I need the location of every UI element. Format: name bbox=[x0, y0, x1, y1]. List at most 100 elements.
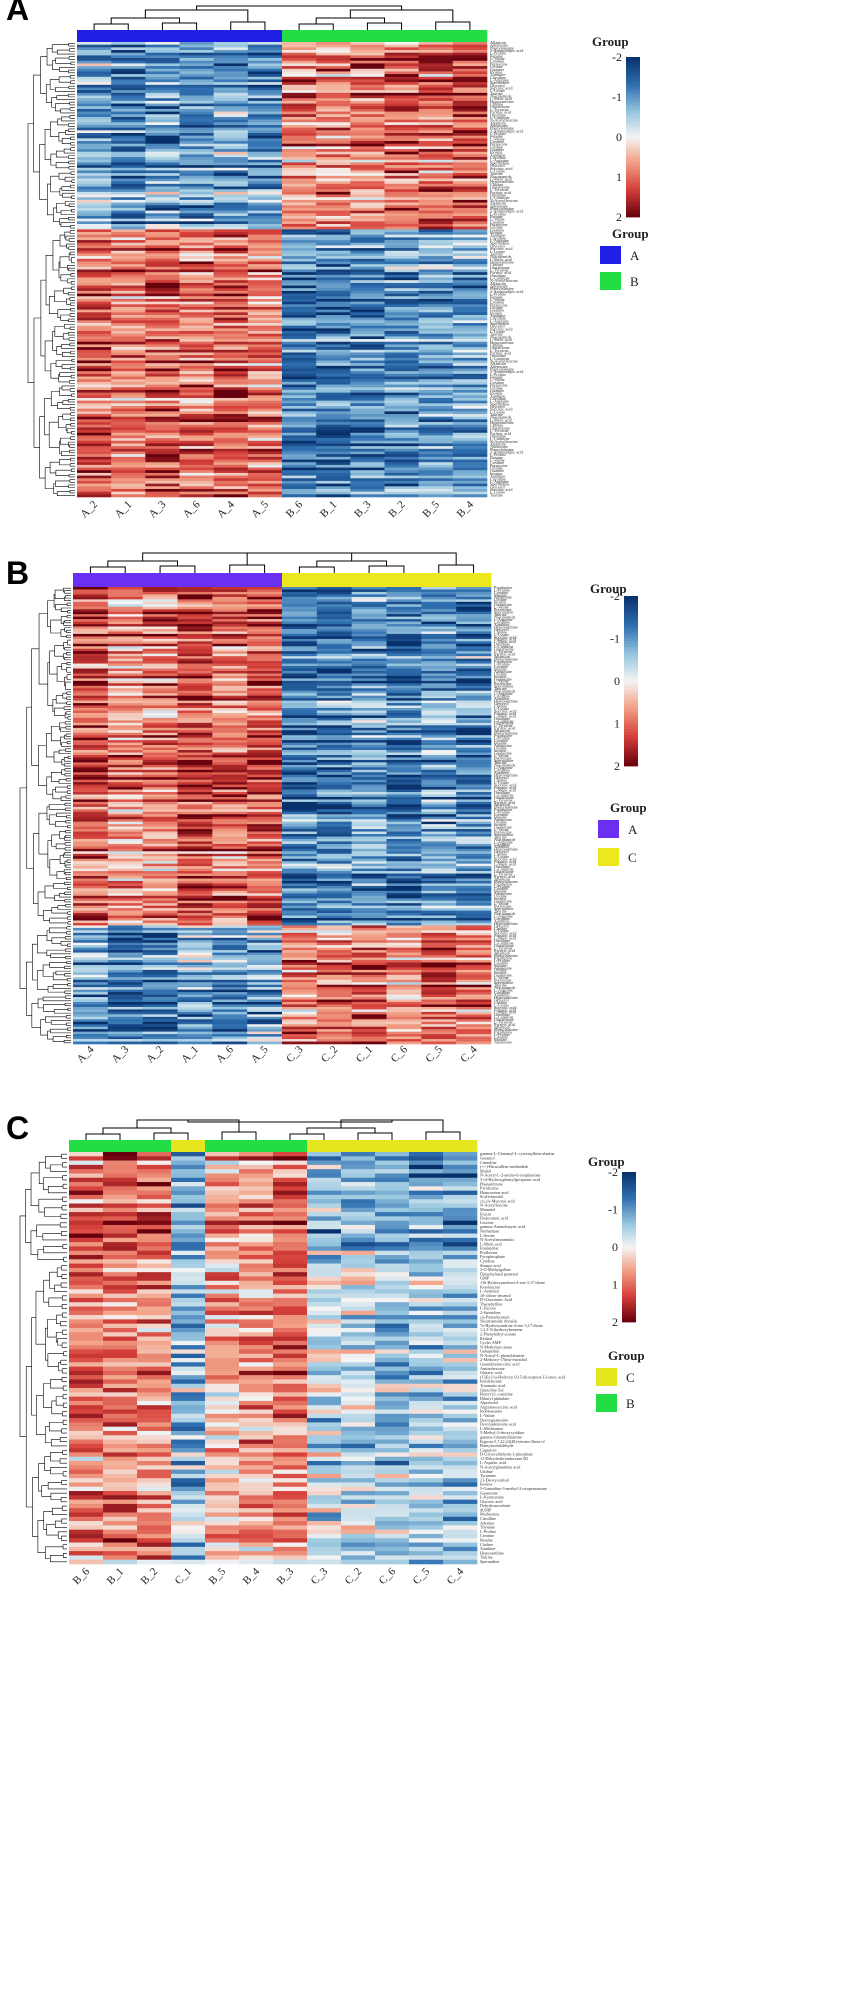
heatmap-cell bbox=[77, 197, 112, 201]
heatmap-cell bbox=[386, 651, 422, 654]
heatmap-cell bbox=[142, 940, 178, 944]
heatmap-cell bbox=[456, 646, 492, 650]
heatmap-cell bbox=[111, 248, 146, 252]
heatmap-cell bbox=[418, 269, 454, 273]
heatmap-cell bbox=[456, 1026, 492, 1030]
heatmap-cell bbox=[452, 280, 488, 284]
heatmap-cell bbox=[418, 199, 454, 203]
heatmap-cell bbox=[386, 890, 422, 894]
heatmap-cell bbox=[421, 626, 457, 630]
heatmap-cell bbox=[282, 871, 318, 874]
heatmap-cell bbox=[418, 135, 454, 139]
heatmap-cell bbox=[316, 841, 352, 845]
heatmap-cell bbox=[456, 720, 492, 724]
heatmap-cell bbox=[316, 470, 351, 474]
heatmap-cell bbox=[452, 373, 488, 377]
heatmap-cell bbox=[351, 796, 387, 800]
heatmap-cell bbox=[213, 347, 249, 351]
heatmap-cell bbox=[418, 167, 454, 171]
heatmap-cell bbox=[73, 680, 109, 684]
heatmap-cell bbox=[145, 186, 180, 190]
heatmap-cell bbox=[282, 982, 318, 986]
heatmap-cell bbox=[452, 419, 488, 423]
heatmap-cell bbox=[213, 277, 249, 281]
heatmap-cell bbox=[247, 108, 283, 112]
heatmap-cell bbox=[247, 1002, 283, 1005]
heatmap-cell bbox=[247, 47, 283, 51]
heatmap-cell bbox=[282, 772, 318, 776]
heatmap-cell bbox=[386, 631, 422, 635]
heatmap-cell bbox=[384, 141, 419, 145]
row-label: L-Proline bbox=[490, 452, 506, 457]
heatmap-cell bbox=[350, 419, 385, 423]
row-label: Creatine bbox=[490, 460, 504, 465]
heatmap-cell bbox=[282, 205, 317, 209]
row-label: L-Carnitine bbox=[494, 792, 514, 797]
heatmap-cell bbox=[456, 616, 492, 620]
heatmap-cell bbox=[77, 486, 112, 490]
heatmap-cell bbox=[456, 838, 492, 842]
heatmap-cell bbox=[107, 997, 143, 1000]
heatmap-cell bbox=[73, 910, 109, 914]
heatmap-cell bbox=[456, 890, 492, 894]
heatmap-cell bbox=[350, 157, 385, 161]
heatmap-cell bbox=[213, 258, 249, 262]
heatmap-cell bbox=[350, 124, 385, 128]
heatmap-cell bbox=[351, 621, 387, 625]
heatmap-cell bbox=[179, 288, 214, 292]
heatmap-cell bbox=[421, 670, 457, 674]
heatmap-cell bbox=[282, 122, 317, 126]
heatmap-cell bbox=[145, 103, 180, 107]
heatmap-cell bbox=[282, 157, 317, 161]
heatmap-cell bbox=[384, 74, 419, 78]
heatmap-cell bbox=[386, 821, 422, 825]
heatmap-cell bbox=[350, 149, 385, 153]
heatmap-cell bbox=[177, 848, 213, 852]
heatmap-cell bbox=[421, 814, 457, 818]
row-label: Glutathione bbox=[490, 104, 510, 109]
heatmap-cell bbox=[282, 804, 318, 808]
heatmap-cell bbox=[247, 98, 283, 102]
heatmap-cell bbox=[282, 1034, 318, 1037]
heatmap-cell bbox=[73, 969, 109, 973]
heatmap-cell bbox=[386, 900, 422, 904]
heatmap-cell bbox=[452, 320, 488, 324]
heatmap-cell bbox=[77, 183, 112, 187]
heatmap-cell bbox=[452, 60, 488, 64]
heatmap-cell bbox=[386, 1036, 422, 1040]
heatmap-cell bbox=[421, 715, 457, 719]
heatmap-cell bbox=[316, 282, 351, 286]
heatmap-cell bbox=[142, 641, 178, 645]
heatmap-cell bbox=[384, 167, 419, 171]
row-label: N-Acetylleucine bbox=[490, 359, 518, 364]
heatmap-cell bbox=[452, 309, 488, 313]
heatmap-cell bbox=[247, 430, 283, 434]
heatmap-cell bbox=[179, 427, 214, 431]
heatmap-cell bbox=[386, 950, 422, 953]
heatmap-cell bbox=[77, 344, 112, 348]
heatmap-cell bbox=[212, 668, 248, 672]
row-label: Guanosine bbox=[494, 899, 512, 904]
heatmap-cell bbox=[145, 202, 180, 206]
heatmap-cell bbox=[282, 355, 317, 359]
heatmap-cell bbox=[316, 989, 352, 993]
heatmap-cell bbox=[421, 587, 457, 590]
heatmap-cell bbox=[418, 71, 454, 75]
heatmap-cell bbox=[179, 456, 214, 460]
heatmap-cell bbox=[350, 250, 385, 254]
heatmap-cell bbox=[351, 730, 387, 734]
heatmap-cell bbox=[212, 999, 248, 1003]
heatmap-cell bbox=[247, 178, 283, 182]
heatmap-cell bbox=[386, 587, 422, 590]
heatmap-cell bbox=[456, 952, 492, 956]
heatmap-cell bbox=[456, 710, 492, 714]
group-legend-title: Group bbox=[610, 800, 647, 815]
heatmap-cell bbox=[212, 762, 248, 766]
heatmap-cell bbox=[212, 843, 248, 847]
heatmap-cell bbox=[452, 232, 488, 236]
heatmap-cell bbox=[386, 1021, 422, 1025]
heatmap-cell bbox=[111, 277, 146, 281]
heatmap-cell bbox=[456, 977, 492, 981]
colorbar-step bbox=[624, 664, 638, 668]
colorbar-step bbox=[626, 161, 640, 165]
